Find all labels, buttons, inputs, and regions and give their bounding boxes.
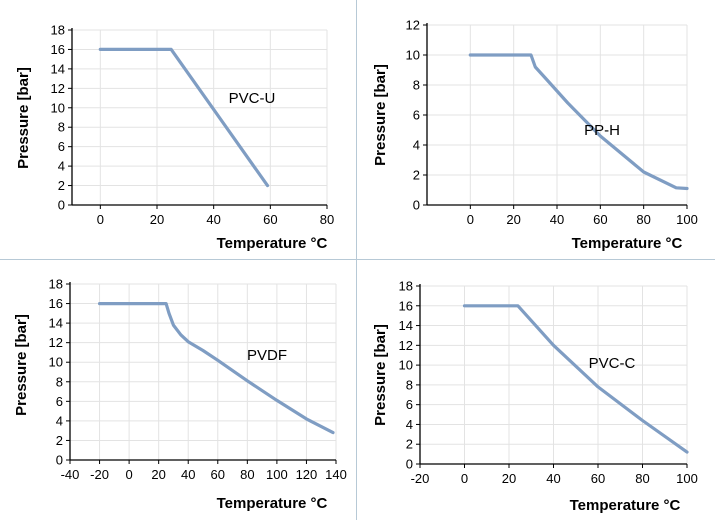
x-tick-label: 40 bbox=[206, 212, 220, 227]
x-axis-label: Temperature °C bbox=[572, 235, 683, 252]
chart-svg-pp-h: 0 2 4 6 8 10 12 0 20 40 60 80 100 PP-H Pressure [bar] T… bbox=[372, 18, 698, 253]
series-line-pvc-c bbox=[462, 304, 689, 454]
x-tick-label: 0 bbox=[125, 467, 132, 482]
y-tick-label: 6 bbox=[413, 108, 420, 123]
chart-panel-pp-h: 0 2 4 6 8 10 12 0 20 40 60 80 100 PP-H Pressure [bar] T… bbox=[357, 0, 715, 260]
y-tick-label: 2 bbox=[413, 168, 420, 183]
y-tick-label: 16 bbox=[399, 298, 413, 313]
y-tick-label: 10 bbox=[51, 100, 65, 115]
x-tick-label: 100 bbox=[676, 212, 698, 227]
y-tick-label: 18 bbox=[49, 277, 63, 292]
y-tick-label: 10 bbox=[49, 355, 63, 370]
x-tick-label: 140 bbox=[325, 467, 347, 482]
y-tick-label: 0 bbox=[413, 198, 420, 213]
x-tick-label: 20 bbox=[506, 212, 520, 227]
series-line-pp-h bbox=[468, 53, 689, 191]
y-tick-label: 8 bbox=[413, 78, 420, 93]
x-axis-label: Temperature °C bbox=[570, 497, 681, 514]
x-tick-label: 40 bbox=[546, 471, 560, 486]
y-tick-label: 2 bbox=[406, 437, 413, 452]
y-tick-label: 4 bbox=[413, 138, 420, 153]
x-tick-label: 40 bbox=[181, 467, 195, 482]
x-tick-label: 80 bbox=[636, 212, 650, 227]
y-tick-label: 12 bbox=[49, 335, 63, 350]
x-tick-label: 80 bbox=[635, 471, 649, 486]
x-tick-label: 60 bbox=[263, 212, 277, 227]
x-axis-label: Temperature °C bbox=[217, 495, 328, 512]
y-axis-label: Pressure [bar] bbox=[13, 314, 30, 416]
y-tick-label: 6 bbox=[58, 139, 65, 154]
y-tick-label: 18 bbox=[399, 279, 413, 294]
y-tick-label: 12 bbox=[406, 18, 420, 33]
y-axis-label: Pressure [bar] bbox=[372, 64, 389, 166]
chart-panel-pvc-u: 0 2 4 6 8 10 12 14 16 18 0 20 40 60 80 PVC-U Pressure [b… bbox=[0, 0, 357, 260]
chart-svg-pvdf: 0 2 4 6 8 10 12 14 16 18 -40 -20 0 20 40 60 80 100 120 140 P… bbox=[13, 277, 347, 513]
y-tick-label: 12 bbox=[399, 338, 413, 353]
x-tick-label: 20 bbox=[150, 212, 164, 227]
y-axis-label: Pressure [bar] bbox=[15, 67, 32, 169]
y-tick-label: 0 bbox=[58, 198, 65, 213]
y-tick-label: 18 bbox=[51, 23, 65, 38]
series-line-pvdf bbox=[98, 302, 335, 435]
y-tick-label: 10 bbox=[406, 48, 420, 63]
y-tick-label: 14 bbox=[51, 61, 65, 76]
x-tick-label: -40 bbox=[61, 467, 80, 482]
y-tick-label: 8 bbox=[56, 374, 63, 389]
y-axis-label: Pressure [bar] bbox=[372, 324, 389, 426]
x-tick-label: 0 bbox=[97, 212, 104, 227]
series-line-pvc-u bbox=[98, 47, 270, 188]
y-tick-label: 0 bbox=[406, 457, 413, 472]
y-tick-label: 16 bbox=[49, 296, 63, 311]
chart-panel-pvc-c: 0 2 4 6 8 10 12 14 16 18 -20 0 20 40 60 80 100 PVC-C Press… bbox=[357, 260, 715, 520]
chart-svg-pvc-u: 0 2 4 6 8 10 12 14 16 18 0 20 40 60 80 PVC-U Pressure [b… bbox=[15, 23, 334, 253]
x-tick-label: 80 bbox=[240, 467, 254, 482]
y-tick-label: 8 bbox=[406, 377, 413, 392]
y-tick-label: 10 bbox=[399, 358, 413, 373]
y-tick-label: 4 bbox=[58, 159, 65, 174]
y-tick-label: 14 bbox=[49, 316, 63, 331]
x-tick-label: 60 bbox=[591, 471, 605, 486]
x-tick-label: -20 bbox=[90, 467, 109, 482]
x-tick-label: 20 bbox=[502, 471, 516, 486]
series-annotation: PVC-C bbox=[589, 355, 636, 372]
series-annotation: PVDF bbox=[247, 347, 287, 364]
y-tick-label: 16 bbox=[51, 42, 65, 57]
y-tick-label: 6 bbox=[56, 394, 63, 409]
x-tick-label: 60 bbox=[211, 467, 225, 482]
x-tick-label: 0 bbox=[467, 212, 474, 227]
y-tick-label: 4 bbox=[56, 413, 63, 428]
y-tick-label: 14 bbox=[399, 318, 413, 333]
x-tick-label: 100 bbox=[266, 467, 288, 482]
y-tick-label: 4 bbox=[406, 417, 413, 432]
series-annotation: PVC-U bbox=[229, 90, 276, 107]
y-tick-label: 6 bbox=[406, 397, 413, 412]
x-axis-label: Temperature °C bbox=[217, 235, 328, 252]
series-annotation: PP-H bbox=[584, 122, 620, 139]
x-tick-label: -20 bbox=[411, 471, 430, 486]
x-tick-label: 80 bbox=[320, 212, 334, 227]
x-tick-label: 20 bbox=[151, 467, 165, 482]
x-tick-label: 120 bbox=[296, 467, 318, 482]
y-tick-label: 8 bbox=[58, 120, 65, 135]
x-tick-label: 40 bbox=[550, 212, 564, 227]
x-tick-label: 100 bbox=[676, 471, 698, 486]
chart-panel-pvdf: 0 2 4 6 8 10 12 14 16 18 -40 -20 0 20 40 60 80 100 120 140 P… bbox=[0, 260, 357, 520]
y-tick-label: 12 bbox=[51, 81, 65, 96]
x-tick-label: 0 bbox=[461, 471, 468, 486]
y-tick-label: 0 bbox=[56, 453, 63, 468]
x-tick-label: 60 bbox=[593, 212, 607, 227]
y-tick-label: 2 bbox=[58, 178, 65, 193]
y-tick-label: 2 bbox=[56, 433, 63, 448]
